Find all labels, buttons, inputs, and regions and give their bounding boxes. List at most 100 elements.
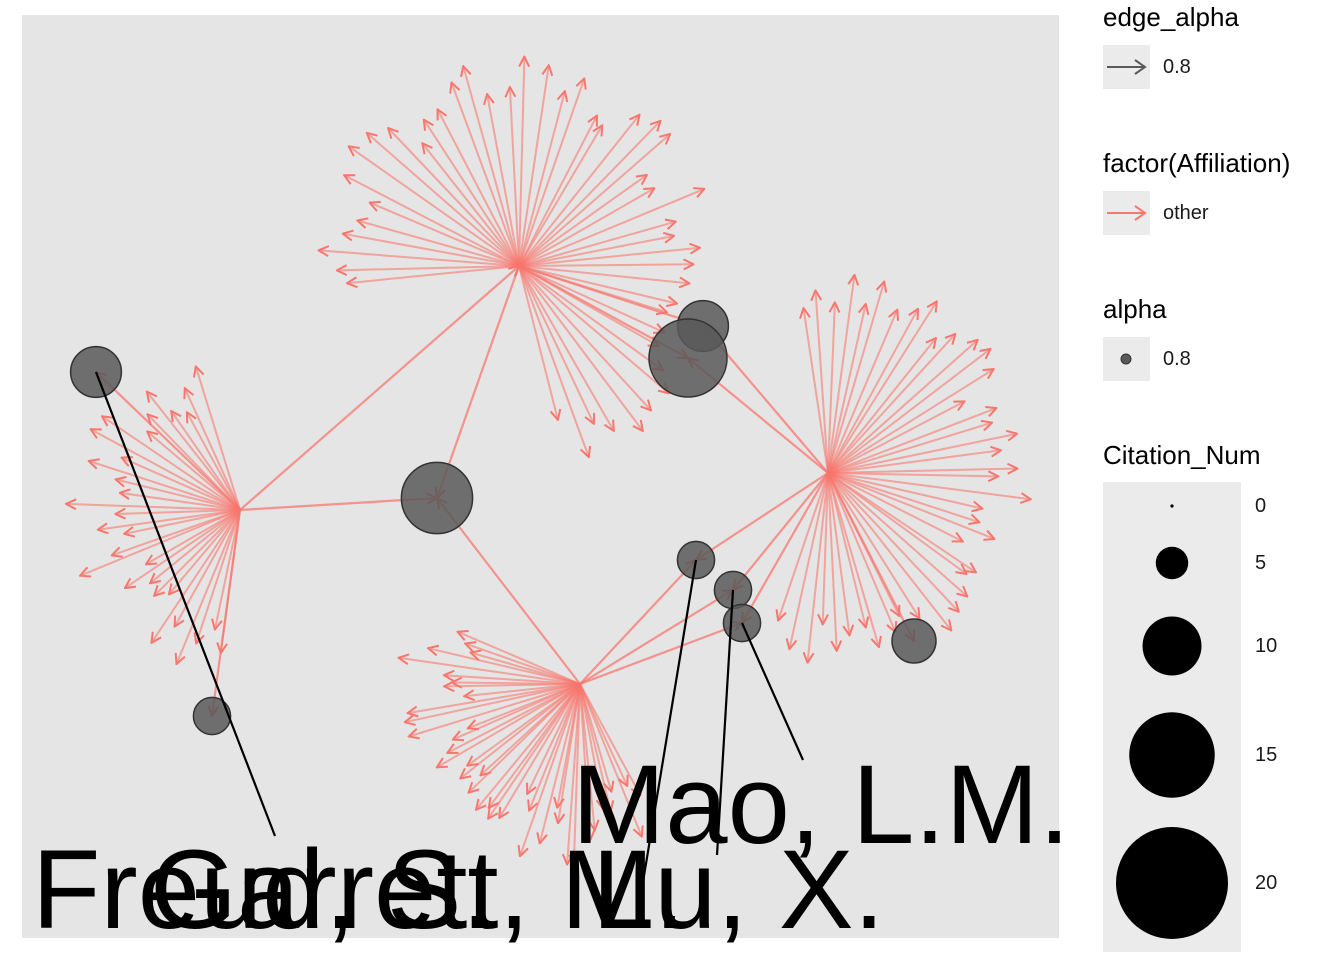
- ray-edge: [518, 57, 524, 267]
- legend-title-affiliation: factor(Affiliation): [1103, 148, 1291, 178]
- ray-edge: [98, 509, 241, 530]
- ray-edge: [827, 472, 920, 618]
- ray-edge: [343, 234, 520, 267]
- citation-size-key-circle: [1129, 712, 1215, 798]
- ray-edge: [422, 143, 520, 267]
- network-edge: [437, 265, 521, 498]
- ray-edge: [476, 683, 581, 810]
- ray-edge: [827, 472, 980, 522]
- network-edge: [742, 472, 829, 623]
- ray-edge: [518, 265, 664, 333]
- ray-edge: [388, 128, 520, 267]
- node-label: Freud, S.: [32, 827, 493, 952]
- citation-size-key-circle: [1116, 827, 1228, 939]
- ray-edge: [804, 308, 829, 474]
- ray-edge: [518, 115, 640, 267]
- ray-edge: [367, 133, 520, 267]
- ray-edge: [827, 450, 1001, 474]
- network-edge: [518, 264, 703, 326]
- ray-edge: [518, 189, 704, 267]
- ray-edge: [518, 91, 565, 267]
- ray-edge: [527, 683, 581, 794]
- ray-edge: [827, 469, 1018, 474]
- ray-edge: [518, 265, 677, 304]
- ray-edge: [520, 683, 581, 856]
- legend-label-citation-15: 15: [1255, 744, 1278, 766]
- ray-edge: [827, 304, 866, 474]
- legend-label-citation-5: 5: [1255, 552, 1267, 574]
- label-leader-line: [640, 559, 698, 889]
- ray-edge: [187, 412, 241, 511]
- ray-edge: [122, 458, 241, 511]
- legend-title-citation-num: Citation_Num: [1103, 440, 1261, 470]
- ray-edge: [827, 472, 995, 539]
- ray-edge: [808, 472, 829, 663]
- ray-edge: [463, 66, 520, 267]
- ray-edge: [499, 683, 581, 818]
- ray-edge: [468, 683, 581, 728]
- ray-edge: [169, 509, 241, 594]
- ray-edge: [175, 509, 241, 627]
- ray-edge: [124, 509, 241, 534]
- ray-edge: [518, 265, 643, 431]
- network-edge: [239, 266, 519, 511]
- node-labels: Freud, S.Garrett, M.Mao, L.M.Lu, X.: [32, 742, 1070, 952]
- network-node: [400, 461, 474, 535]
- ray-edge: [196, 366, 241, 511]
- ray-edge: [215, 509, 241, 630]
- hub-rays: [66, 57, 1031, 865]
- legend-title-edge-alpha: edge_alpha: [1103, 2, 1239, 32]
- ray-edge: [823, 472, 829, 624]
- ray-edge: [579, 683, 603, 809]
- ray-edge: [827, 334, 955, 474]
- ray-edge: [171, 411, 241, 511]
- label-leader-lines: [94, 371, 805, 889]
- label-leader-line: [715, 589, 735, 856]
- legend-label-citation-0: 0: [1255, 495, 1267, 517]
- ray-edge: [471, 653, 581, 685]
- ray-edge: [147, 432, 241, 511]
- network-edge: [96, 372, 241, 511]
- ray-edge: [827, 302, 835, 474]
- ray-edge: [357, 221, 520, 267]
- ray-edge: [480, 683, 581, 775]
- citation-size-key-circle: [1170, 504, 1174, 508]
- ray-edge: [518, 116, 597, 267]
- ray-edge: [827, 473, 998, 476]
- ray-edge: [424, 120, 520, 267]
- ray-edge: [518, 175, 647, 267]
- ray-edge: [518, 134, 670, 267]
- ray-edge: [529, 683, 581, 811]
- ray-edge: [447, 683, 581, 753]
- ray-edge: [789, 472, 829, 649]
- ray-edge: [778, 472, 829, 621]
- legend-label-citation-20: 20: [1255, 872, 1278, 894]
- legend-label-citation-10: 10: [1255, 635, 1278, 657]
- ray-edge: [518, 222, 676, 267]
- ray-edge: [540, 683, 581, 843]
- ray-edge: [337, 266, 520, 270]
- ray-edge: [827, 472, 951, 630]
- ray-edge: [557, 683, 581, 808]
- legend-label-edge-alpha: 0.8: [1163, 56, 1191, 78]
- ray-edge: [518, 265, 669, 393]
- ray-edge: [347, 265, 520, 283]
- ray-edge: [518, 188, 654, 267]
- ray-edge: [510, 87, 520, 267]
- ray-edge: [518, 236, 674, 267]
- network-node: [891, 618, 937, 664]
- ray-edge: [518, 265, 594, 424]
- ray-edge: [464, 683, 581, 696]
- ray-edge: [827, 472, 896, 632]
- ray-edge: [89, 461, 241, 511]
- ray-edge: [827, 472, 1031, 499]
- ray-edge: [827, 472, 967, 597]
- node-label: Garrett, M.: [150, 827, 685, 952]
- ray-edge: [827, 340, 978, 474]
- network-edge: [579, 560, 696, 685]
- ray-edge: [827, 369, 994, 474]
- edge-alpha-arrow-icon: [1107, 59, 1147, 75]
- legend-label-affiliation: other: [1163, 202, 1209, 224]
- ray-edge: [151, 509, 241, 643]
- ray-edge: [409, 683, 581, 737]
